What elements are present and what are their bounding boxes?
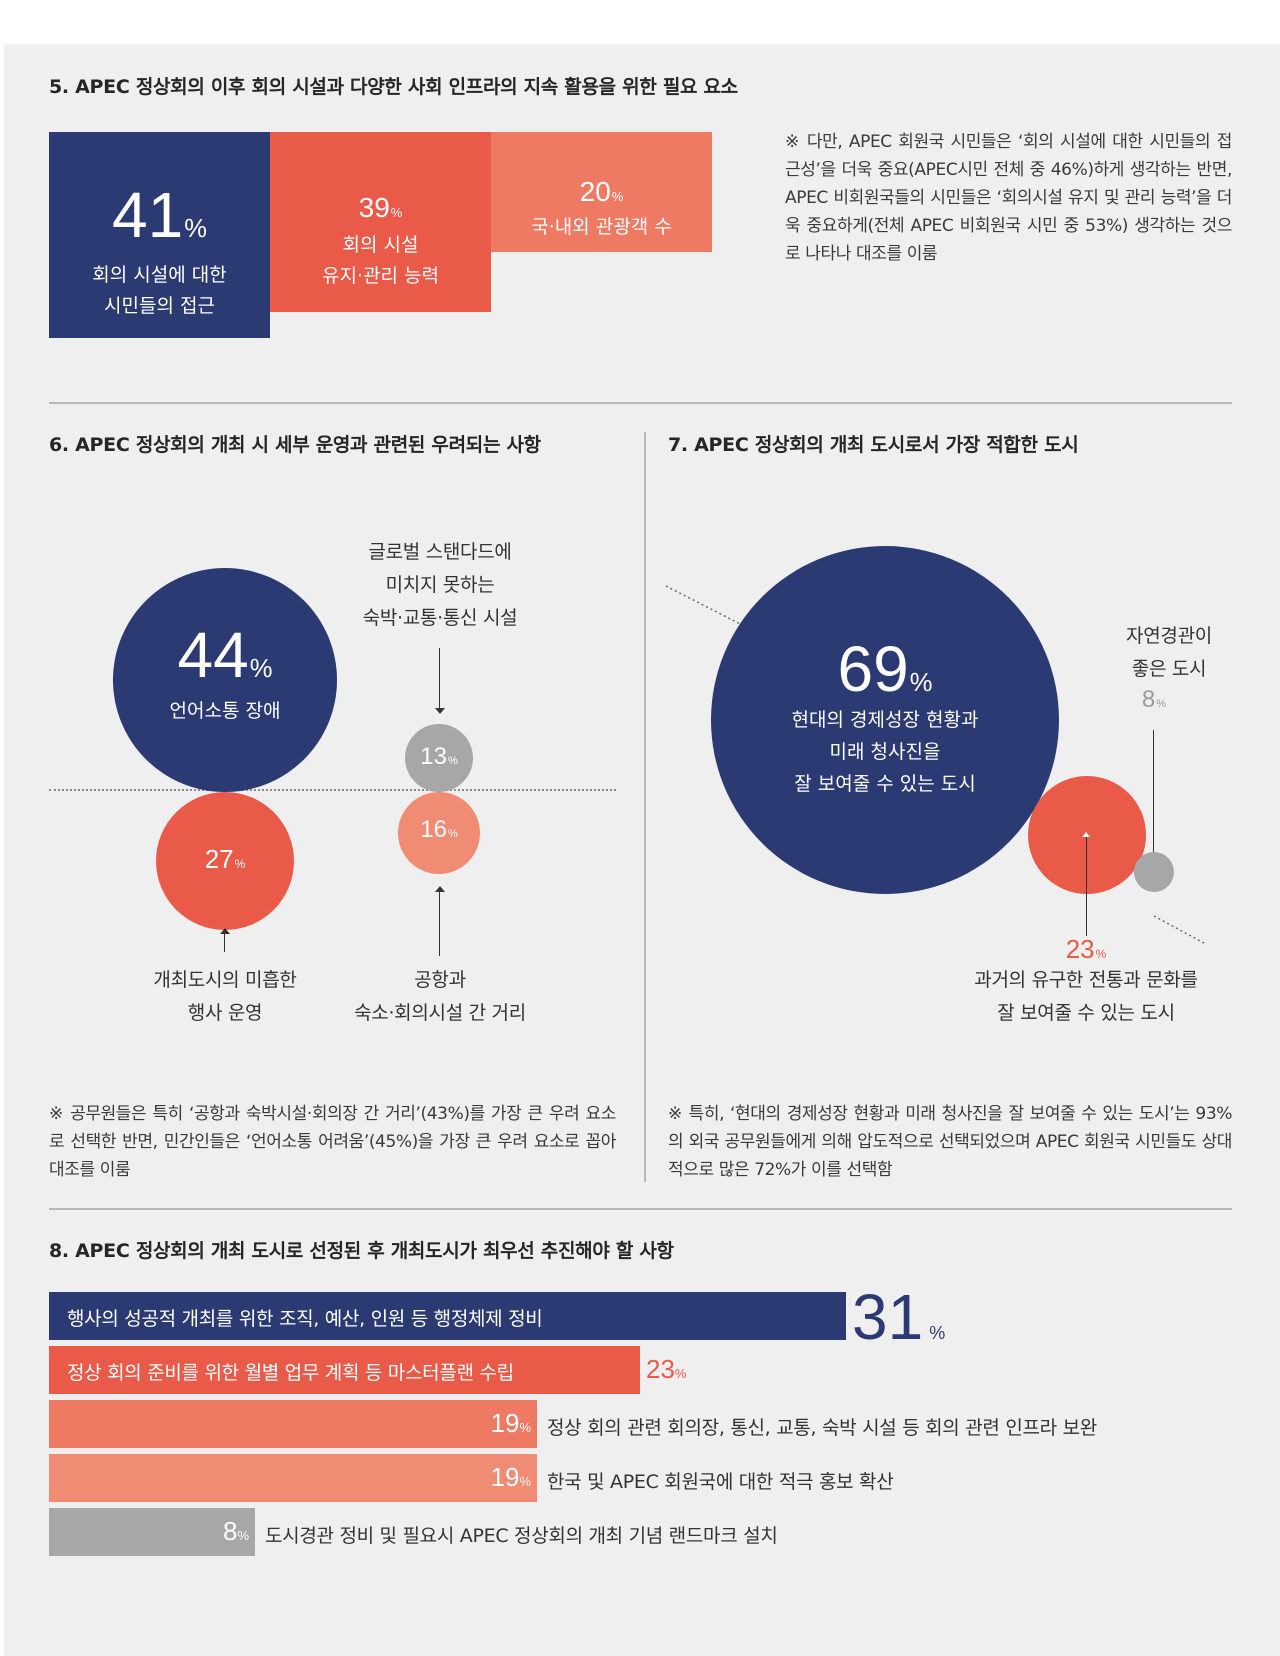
- s8-bar-4: [49, 1454, 537, 1502]
- s6-bubble-language: 44% 언어소통 장애: [113, 568, 337, 792]
- s6-operation-label: 개최도시의 미흡한 행사 운영: [153, 969, 297, 1024]
- s7-dotted-diagonal: [665, 585, 1208, 944]
- divider-2: [49, 1208, 1232, 1210]
- divider-vertical: [644, 432, 646, 1182]
- s6-dotted-baseline: [49, 789, 616, 791]
- s8-bar-1: [49, 1292, 846, 1340]
- s5-bar-access-value: 41%: [112, 179, 207, 251]
- s8-bar-3-label: 정상 회의 관련 회의장, 통신, 교통, 숙박 시설 등 회의 관련 인프라 …: [547, 1417, 1097, 1439]
- s7-tradition-arrowhead: [1082, 832, 1090, 837]
- section6-title: 6. APEC 정상회의 개최 시 세부 운영과 관련된 우려되는 사항: [49, 434, 541, 456]
- s7-bubble-modern: 69% 현대의 경제성장 현황과 미래 청사진을 잘 보여줄 수 있는 도시: [711, 546, 1059, 894]
- s6-bubble-distance: 16%: [398, 792, 480, 874]
- s6-bubble-facilities: 13%: [405, 724, 473, 792]
- s8-bar-2: [49, 1346, 640, 1394]
- s8-bar-5: [49, 1508, 255, 1556]
- s7-bubble-modern-value: 69%: [837, 633, 933, 705]
- s7-nature-label: 자연경관이 좋은 도시: [1126, 625, 1212, 680]
- s7-tradition-value: 23%: [1065, 934, 1107, 964]
- s5-bar-access: 41% 회의 시설에 대한 시민들의 접근: [49, 132, 270, 338]
- s6-operation-arrow: [224, 932, 225, 952]
- s6-bubble-operation-value: 27%: [204, 844, 246, 874]
- s8-bar-2-value: 23%: [646, 1354, 687, 1384]
- s6-operation-arrowhead: [220, 928, 230, 934]
- s6-distance-arrowhead: [435, 886, 445, 892]
- s8-bar-4-label: 한국 및 APEC 회원국에 대한 적극 홍보 확산: [547, 1471, 894, 1493]
- s5-bar-access-label: 회의 시설에 대한 시민들의 접근: [92, 264, 227, 317]
- s8-bar-2-label: 정상 회의 준비를 위한 월별 업무 계획 등 마스터플랜 수립: [67, 1362, 514, 1384]
- s6-bubble-facilities-value: 13%: [420, 743, 458, 770]
- s6-distance-label: 공항과 숙소·회의시설 간 거리: [354, 969, 526, 1024]
- s8-bar-5-label: 도시경관 정비 및 필요시 APEC 정상회의 개최 기념 랜드마크 설치: [265, 1525, 778, 1547]
- s7-nature-value: 8%: [1141, 686, 1167, 713]
- s6-bubble-operation: 27%: [156, 792, 294, 930]
- s7-tradition-label: 과거의 유구한 전통과 문화를 잘 보여줄 수 있는 도시: [974, 969, 1198, 1024]
- s8-bar-1-value: 31%: [852, 1281, 946, 1353]
- s8-bar-3: [49, 1400, 537, 1448]
- s6-bubble-distance-value: 16%: [420, 816, 458, 843]
- divider-1: [49, 402, 1232, 404]
- s5-bar-tourists-label: 국·내외 관광객 수: [531, 216, 672, 238]
- section5-note: ※ 다만, APEC 회원국 시민들은 ‘회의 시설에 대한 시민들의 접근성’…: [785, 132, 1232, 264]
- section7-note: ※ 특히, ‘현대의 경제성장 현황과 미래 청사진을 잘 보여줄 수 있는 도…: [668, 1104, 1232, 1180]
- s6-facilities-label: 글로벌 스탠다드에 미치지 못하는 숙박·교통·통신 시설: [362, 541, 518, 629]
- s8-bar-4-value: 19%: [490, 1462, 531, 1492]
- s7-nature-arrow: [1153, 730, 1154, 858]
- section6-note: ※ 공무원들은 특히 ‘공항과 숙박시설·회의장 간 거리’(43%)를 가장 …: [49, 1104, 616, 1180]
- s8-bar-3-value: 19%: [490, 1408, 531, 1438]
- s5-bar-tourists: 20% 국·내외 관광객 수: [491, 132, 712, 252]
- s8-bar-1-label: 행사의 성공적 개최를 위한 조직, 예산, 인원 등 행정체제 정비: [67, 1308, 543, 1330]
- s6-bubble-language-label: 언어소통 장애: [169, 700, 281, 722]
- section7-title: 7. APEC 정상회의 개최 도시로서 가장 적합한 도시: [668, 434, 1079, 456]
- s6-facilities-arrowhead: [435, 708, 445, 714]
- s5-bar-maintenance: 39% 회의 시설 유지·관리 능력: [270, 132, 491, 312]
- s7-bubble-modern-label: 현대의 경제성장 현황과 미래 청사진을 잘 보여줄 수 있는 도시: [791, 709, 979, 795]
- s8-bar-5-value: 8%: [222, 1516, 249, 1546]
- s7-bubble-nature: [1134, 852, 1174, 892]
- infographic-page: 5. APEC 정상회의 이후 회의 시설과 다양한 사회 인프라의 지속 활용…: [4, 44, 1280, 1656]
- s5-bar-maintenance-value: 39%: [358, 192, 403, 223]
- s6-facilities-arrow: [439, 648, 440, 710]
- s5-bar-maintenance-label: 회의 시설 유지·관리 능력: [322, 234, 439, 287]
- section8-title: 8. APEC 정상회의 개최 도시로 선정된 후 개최도시가 최우선 추진해야…: [49, 1240, 674, 1262]
- s6-distance-arrow: [439, 890, 440, 956]
- s5-bar-tourists-value: 20%: [579, 176, 624, 207]
- section5-title: 5. APEC 정상회의 이후 회의 시설과 다양한 사회 인프라의 지속 활용…: [49, 76, 738, 98]
- s6-bubble-language-value: 44%: [177, 619, 273, 691]
- s7-tradition-arrow: [1086, 836, 1087, 936]
